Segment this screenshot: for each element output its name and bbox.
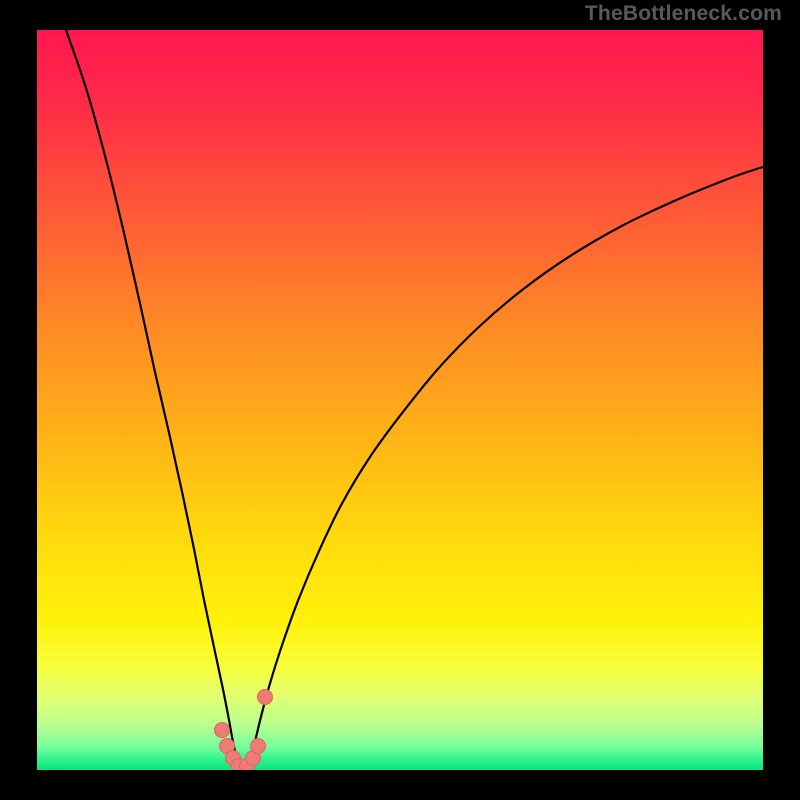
data-marker	[257, 689, 273, 705]
data-marker	[214, 722, 230, 738]
plot-area	[37, 30, 763, 770]
data-marker	[250, 738, 266, 754]
bottleneck-curve	[37, 30, 763, 770]
chart-root: TheBottleneck.com	[0, 0, 800, 800]
watermark-text: TheBottleneck.com	[585, 2, 782, 26]
